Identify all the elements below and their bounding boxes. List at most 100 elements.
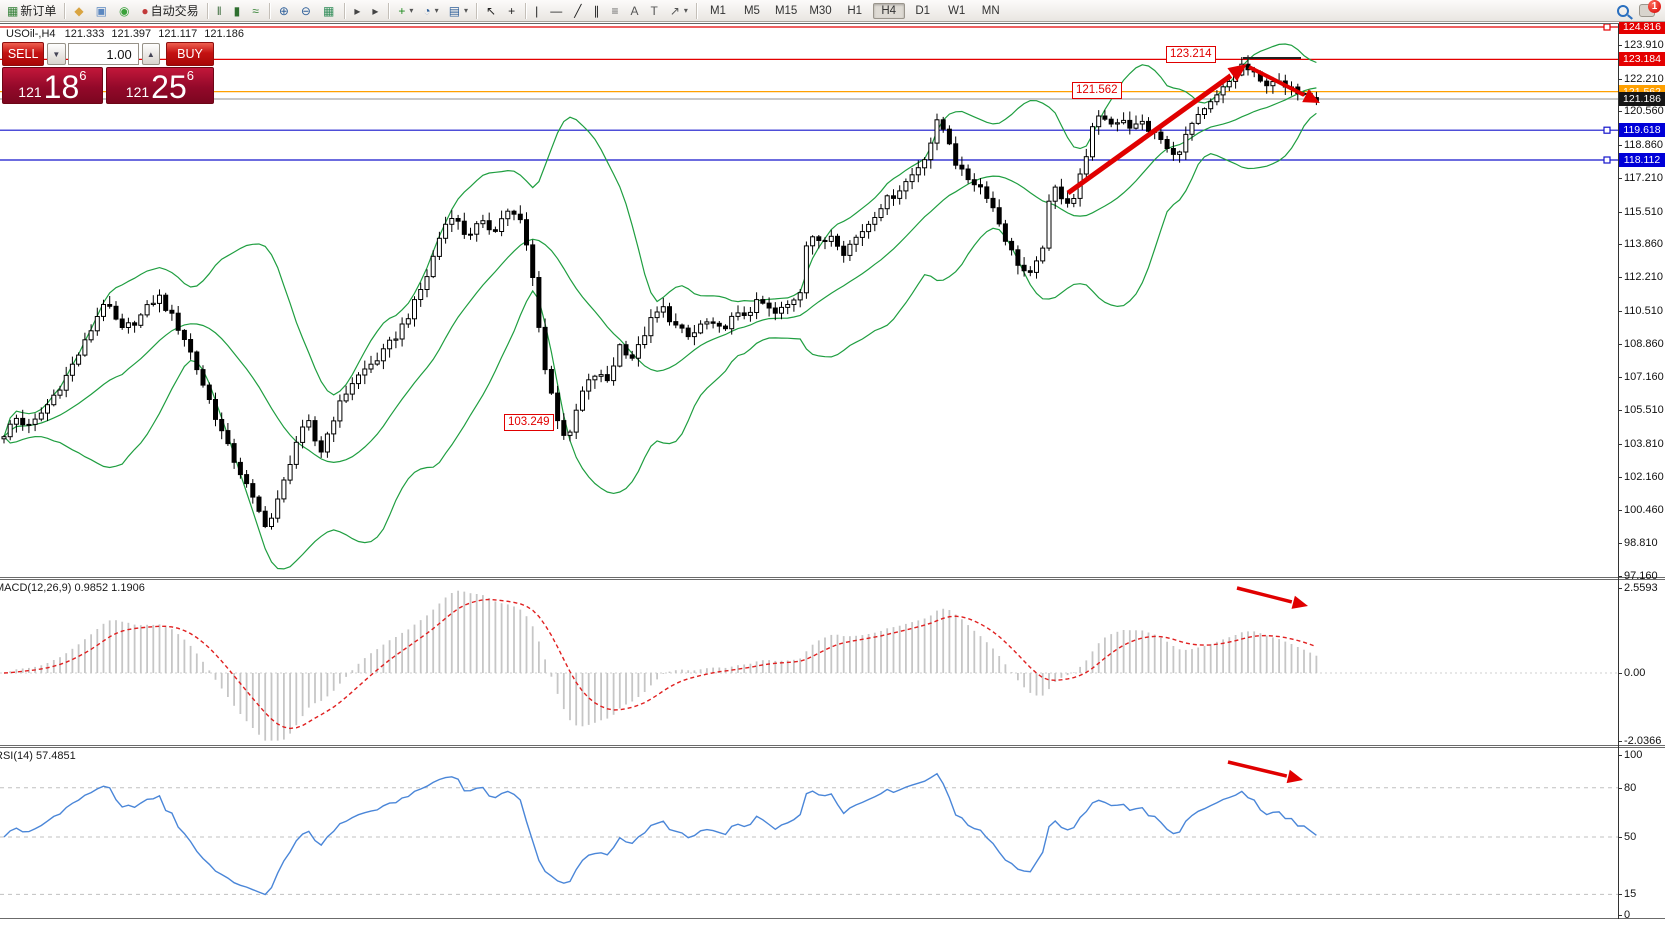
timeframe-m15-button[interactable]: M15 [774,4,798,17]
toolbar-separator [476,2,479,19]
price-tick-label: 120.560 [1624,105,1664,118]
date-axis-divider [0,918,1665,919]
buy-price-prefix: 121 [125,84,150,100]
dropdown-arrow-icon: ▾ [409,6,414,15]
price-tickmark [1618,244,1622,246]
auto-scroll-button[interactable]: ▸ [350,1,366,21]
line-chart-button[interactable]: ≈ [248,1,265,21]
crosshair-icon: + [508,3,516,18]
macd-tickmark [1618,587,1622,589]
charts-cascade-icon: ◆ [74,3,84,18]
new-order-icon: ▦ [7,3,19,18]
zoom-in-button[interactable]: ⊕ [275,1,295,21]
buy-price-tile[interactable]: 121 25 6 [105,67,214,104]
tile-windows-button[interactable]: ▦ [319,1,340,21]
price-tick-label: 103.810 [1624,437,1664,450]
buy-button[interactable]: BUY [166,42,214,66]
price-annotation[interactable]: 121.562 [1072,82,1122,99]
price-tickmark [1618,310,1622,312]
new-order-button[interactable]: ▦ 新订单 [3,1,60,21]
chart-shift-button[interactable]: ▸ [368,1,384,21]
price-tick-label: 97.160 [1624,569,1658,582]
fibonacci-button[interactable]: ≡ [607,1,624,21]
chat-icon[interactable]: 1 [1639,0,1661,17]
timeframe-h1-button[interactable]: H1 [847,4,863,17]
price-tick-label: 123.910 [1624,39,1664,51]
auto-trading-button[interactable]: ● 自动交易 [137,1,202,21]
text-label-button[interactable]: T [647,1,664,21]
volume-decrease-button[interactable]: ▼ [47,43,66,65]
auto-trading-button-label: 自动交易 [150,4,199,18]
cursor-icon: ↖ [486,3,497,18]
toolbar-separator [525,2,528,19]
one-click-trading-panel: SELL ▼ 1.00 ▲ BUY 121 18 6 121 25 6 [2,42,214,104]
chart-window[interactable]: USOil-,H4 121.333 121.397 121.117 121.18… [0,20,1665,938]
candlestick-chart-icon: ▮ [233,3,241,18]
signal-icon: ◉ [118,3,130,18]
macd-tickmark [1618,740,1622,742]
timeframe-h4-button[interactable]: H4 [872,2,905,19]
price-tick-label: 112.210 [1624,271,1663,284]
price-tickmark [1618,443,1622,445]
macd-axis-label: 2.5593 [1624,581,1658,594]
timeframe-m5-button[interactable]: M5 [743,4,760,17]
sell-price-tile[interactable]: 121 18 6 [2,67,103,104]
macd-indicator-label: MACD(12,26,9) 0.9852 1.1906 [0,582,145,594]
price-annotation[interactable]: 103.249 [504,414,554,431]
price-tick-label: 122.210 [1624,72,1664,85]
text-button[interactable]: A [627,1,645,21]
channel-button[interactable]: ∥ [589,1,605,21]
price-tick-label: 117.210 [1624,171,1663,184]
pane-divider-macd[interactable] [0,577,1665,578]
new-order-button-label: 新订单 [20,4,57,18]
chart-canvas[interactable] [0,24,1665,938]
timeframe-mn-button[interactable]: MN [981,4,1000,17]
price-tickmark [1618,145,1622,147]
arrows-icon: ↗ [669,3,680,18]
periods-button[interactable]: ◔ ▾ [419,1,442,21]
cursor-button[interactable]: ↖ [482,1,502,21]
candlestick-chart-button[interactable]: ▮ [230,1,247,21]
price-annotation[interactable]: 123.214 [1166,46,1216,63]
volume-input[interactable]: 1.00 [67,43,139,65]
vline-button[interactable]: | [531,1,544,21]
templates-button[interactable]: ▤ ▾ [445,1,472,21]
ohlc-close: 121.186 [204,28,245,40]
hline-button[interactable]: — [546,1,568,21]
indicators-button[interactable]: + ▾ [394,1,417,21]
volume-increase-button[interactable]: ▲ [141,43,161,65]
pane-divider-rsi[interactable] [0,745,1665,746]
price-level-badge: 124.816 [1619,20,1665,35]
crosshair-button[interactable]: + [504,1,521,21]
navigator-button[interactable]: ▣ [92,1,113,21]
hline-icon: — [550,3,563,18]
indicators-icon: + [398,3,406,18]
timeframe-m1-button[interactable]: M1 [709,4,726,17]
timeframe-d1-button[interactable]: D1 [915,4,931,17]
rsi-axis-label: 100 [1624,749,1643,761]
arrows-button[interactable]: ↗ ▾ [666,1,692,21]
search-icon[interactable] [1617,4,1629,17]
price-tick-label: 110.510 [1624,304,1663,317]
price-level-badge: 118.112 [1619,153,1665,168]
auto-trading-icon: ● [141,3,149,18]
price-tickmark [1618,277,1622,279]
rsi-indicator-label: RSI(14) 57.4851 [0,750,76,762]
timeframe-m30-button[interactable]: M30 [809,4,832,17]
price-tick-label: 105.510 [1624,404,1664,417]
sell-button[interactable]: SELL [2,42,45,66]
price-tickmark [1618,111,1622,113]
zoom-out-icon: ⊖ [300,3,311,18]
notification-badge[interactable]: 1 [1648,0,1661,13]
price-tickmark [1618,575,1622,577]
price-tickmark [1618,377,1622,379]
vline-icon: | [535,3,539,18]
macd-axis-label: 0.00 [1624,667,1646,679]
signal-button[interactable]: ◉ [115,1,135,21]
bar-chart-button[interactable]: ‖ [213,1,228,21]
timeframe-w1-button[interactable]: W1 [948,4,966,17]
price-tickmark [1618,211,1622,213]
charts-cascade-button[interactable]: ◆ [70,1,89,21]
zoom-out-button[interactable]: ⊖ [297,1,317,21]
trendline-button[interactable]: ╱ [570,1,587,21]
